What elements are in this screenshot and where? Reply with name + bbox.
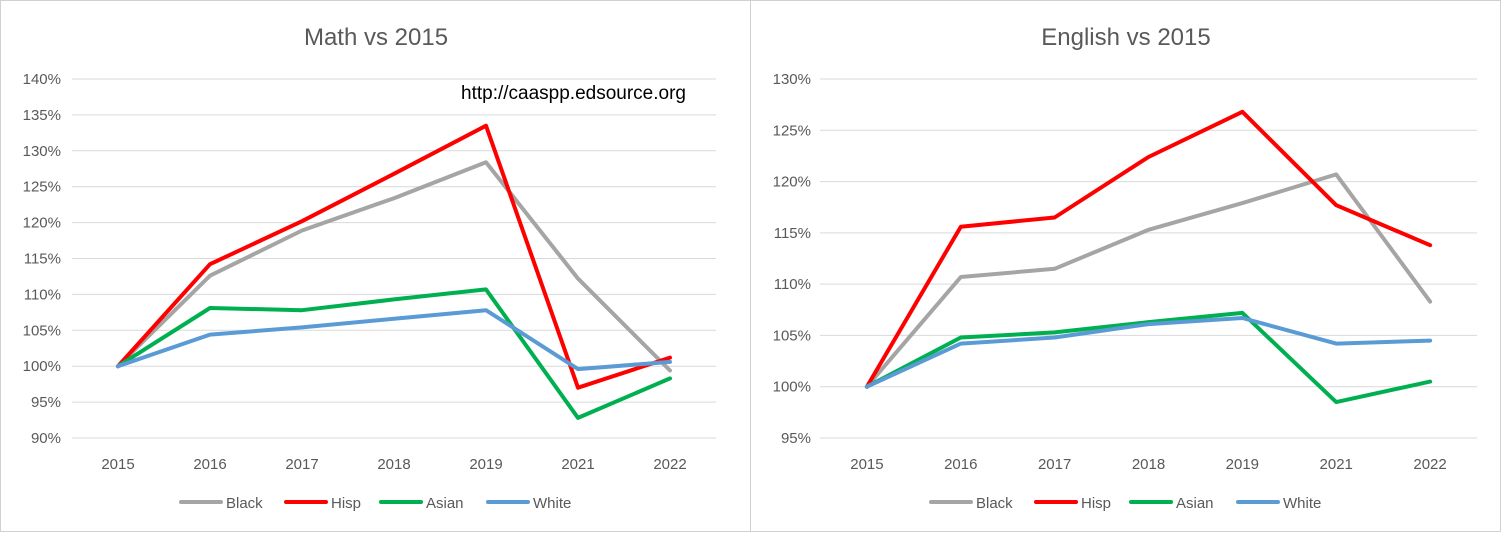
chart-title: English vs 2015 xyxy=(1041,24,1210,51)
series-line-black xyxy=(116,160,672,373)
source-annotation: http://caaspp.edsource.org xyxy=(461,83,686,104)
y-tick-label: 105% xyxy=(773,327,811,344)
series-line-white xyxy=(116,308,672,372)
math-chart-panel: Math vs 2015 90% 95% 100% 105% 110% 115% 120% 12… xyxy=(0,0,751,532)
y-tick-label: 95% xyxy=(31,394,61,411)
series-line-black xyxy=(864,172,1433,389)
x-tick-label: 2018 xyxy=(1132,456,1165,473)
series-line-asian xyxy=(116,287,672,420)
legend-label: Black xyxy=(226,495,263,512)
legend-item-hisp: Hisp xyxy=(1034,495,1111,512)
english-chart-panel: English vs 2015 95% 100% 105% 110% 115% 120% 12… xyxy=(750,0,1501,532)
y-tick-label: 110% xyxy=(24,286,61,303)
legend-label: Hisp xyxy=(1081,495,1111,512)
legend-item-black: Black xyxy=(179,495,263,512)
y-tick-label: 115% xyxy=(24,251,61,268)
y-tick-label: 130% xyxy=(23,143,61,160)
legend-item-white: White xyxy=(1236,495,1321,512)
legend-item-asian: Asian xyxy=(1129,495,1214,512)
y-tick-label: 120% xyxy=(23,215,61,232)
y-tick-label: 100% xyxy=(773,379,811,396)
y-tick-label: 100% xyxy=(23,358,61,375)
x-tick-label: 2019 xyxy=(469,456,502,473)
legend-item-black: Black xyxy=(929,495,1013,512)
x-tick-label: 2022 xyxy=(653,456,686,473)
x-tick-label: 2018 xyxy=(377,456,410,473)
legend-label: Asian xyxy=(426,495,464,512)
y-tick-label: 110% xyxy=(774,276,811,293)
x-tick-label: 2015 xyxy=(101,456,134,473)
legend-label: Asian xyxy=(1176,495,1214,512)
legend-label: White xyxy=(1283,495,1321,512)
english-chart: English vs 2015 95% 100% 105% 110% 115% 120% 12… xyxy=(773,24,1477,512)
series-line-asian xyxy=(864,310,1433,405)
y-tick-label: 125% xyxy=(23,179,61,196)
x-tick-label: 2017 xyxy=(285,456,318,473)
legend-item-hisp: Hisp xyxy=(284,495,361,512)
series-line-white xyxy=(864,316,1433,389)
y-tick-label: 90% xyxy=(31,430,61,447)
y-tick-label: 135% xyxy=(23,107,61,124)
x-tick-label: 2017 xyxy=(1038,456,1071,473)
y-tick-label: 105% xyxy=(23,322,61,339)
legend-label: Hisp xyxy=(331,495,361,512)
legend-item-asian: Asian xyxy=(379,495,464,512)
x-tick-label: 2021 xyxy=(1320,456,1353,473)
math-chart: Math vs 2015 90% 95% 100% 105% 110% 115% 120% 12… xyxy=(23,24,716,512)
y-tick-label: 125% xyxy=(773,122,811,139)
x-tick-label: 2016 xyxy=(193,456,226,473)
series-line-hisp xyxy=(116,123,672,390)
y-tick-label: 115% xyxy=(774,225,811,242)
y-tick-label: 140% xyxy=(23,71,61,88)
legend-item-white: White xyxy=(486,495,571,512)
y-tick-label: 130% xyxy=(773,71,811,88)
legend-label: Black xyxy=(976,495,1013,512)
y-tick-label: 120% xyxy=(773,174,811,191)
legend-label: White xyxy=(533,495,571,512)
x-tick-label: 2021 xyxy=(561,456,594,473)
y-tick-label: 95% xyxy=(781,430,811,447)
x-tick-label: 2019 xyxy=(1226,456,1259,473)
x-tick-label: 2015 xyxy=(850,456,883,473)
chart-title: Math vs 2015 xyxy=(304,24,448,51)
series-line-hisp xyxy=(864,109,1433,389)
x-tick-label: 2016 xyxy=(944,456,977,473)
x-tick-label: 2022 xyxy=(1413,456,1446,473)
